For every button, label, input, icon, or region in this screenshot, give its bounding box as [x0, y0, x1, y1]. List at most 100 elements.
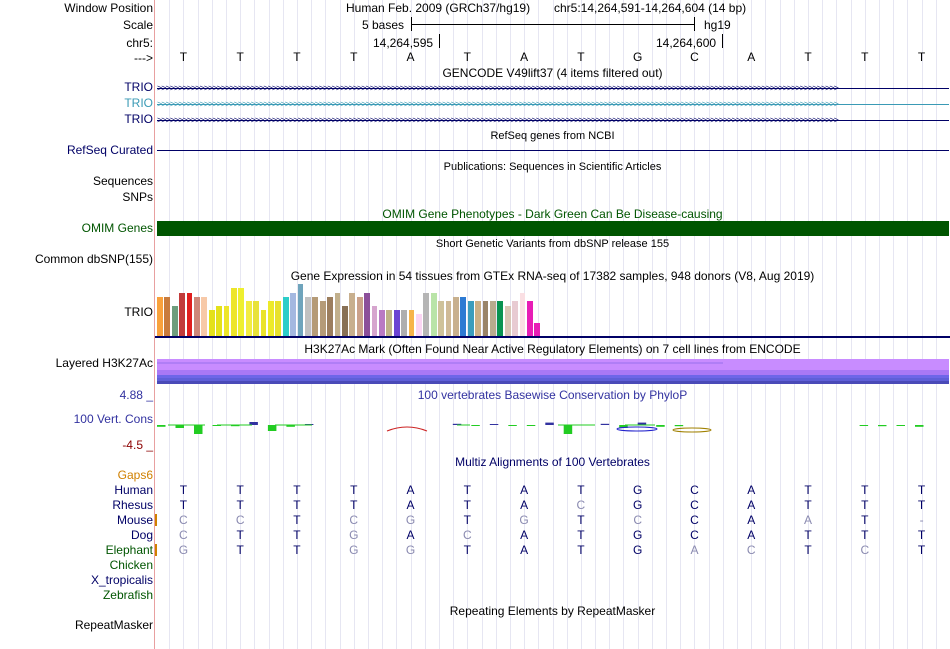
species-human-label[interactable]: Human — [114, 483, 153, 497]
gtex-tissue-bar[interactable] — [297, 284, 304, 336]
gtex-tissue-bar[interactable] — [379, 310, 385, 336]
phylop-track-title[interactable]: 100 vertebrates Basewise Conservation by… — [417, 388, 688, 402]
phylop-label[interactable]: 100 Vert. Cons — [73, 412, 153, 426]
phylop-plot[interactable] — [155, 405, 950, 445]
omim-gene-bar[interactable] — [157, 221, 949, 236]
sequences-label[interactable]: Sequences — [92, 174, 153, 188]
gtex-tissue-bar[interactable] — [453, 297, 459, 336]
gtex-tissue-bar[interactable] — [527, 301, 533, 336]
gtex-tissue-bar[interactable] — [475, 301, 482, 336]
gtex-tissue-bar[interactable] — [305, 297, 311, 336]
gtex-tissue-bar[interactable] — [319, 301, 326, 336]
gtex-tissue-bar[interactable] — [171, 306, 178, 336]
gtex-tissue-bar[interactable] — [231, 288, 237, 336]
gtex-tissue-bar[interactable] — [186, 293, 193, 336]
repeatmasker-label[interactable]: RepeatMasker — [74, 618, 153, 632]
gtex-tissue-bar[interactable] — [438, 301, 445, 336]
gtex-tissue-bar[interactable] — [208, 310, 215, 336]
gtex-tissue-bar[interactable] — [416, 314, 422, 336]
gtex-tissue-bar[interactable] — [157, 297, 163, 336]
gtex-tissue-bar[interactable] — [194, 297, 200, 336]
reference-base: T — [463, 50, 471, 64]
gtex-tissue-bar[interactable] — [512, 301, 519, 336]
refseq-gene-line[interactable] — [157, 150, 949, 151]
publications-track-title[interactable]: Publications: Sequences in Scientific Ar… — [443, 161, 662, 173]
gtex-tissue-bar[interactable] — [342, 306, 348, 336]
alignment-base-elephant: G — [349, 543, 359, 557]
gtex-tissue-bar[interactable] — [275, 301, 282, 336]
common-dbsnp-label[interactable]: Common dbSNP(155) — [34, 252, 153, 266]
gtex-tissue-bar[interactable] — [430, 293, 437, 336]
alignment-base-dog: A — [520, 528, 529, 542]
gtex-tissue-bar[interactable] — [460, 297, 467, 336]
gtex-tissue-bar[interactable] — [482, 301, 489, 336]
gtex-tissue-bar[interactable] — [260, 310, 267, 336]
gtex-tissue-bar[interactable] — [268, 301, 274, 336]
gtex-tissue-bar[interactable] — [497, 301, 504, 336]
species-rhesus-label[interactable]: Rhesus — [112, 498, 153, 512]
gtex-tissue-bar[interactable] — [467, 301, 474, 336]
gtex-tissue-bar[interactable] — [408, 310, 415, 336]
omim-genes-label[interactable]: OMIM Genes — [81, 221, 153, 235]
species-chicken-label[interactable]: Chicken — [109, 558, 153, 572]
gtex-tissue-bar[interactable] — [179, 293, 186, 336]
trio-transcript-2-line[interactable] — [157, 104, 949, 105]
h3k27ac-signal[interactable] — [157, 359, 949, 385]
alignment-base-dog: C — [690, 528, 699, 542]
gtex-tissue-bar[interactable] — [504, 306, 511, 336]
gtex-tissue-bar[interactable] — [238, 288, 245, 336]
species-elephant-label[interactable]: Elephant — [105, 543, 153, 557]
gtex-tissue-bar[interactable] — [356, 297, 363, 336]
alignment-base-rhesus: A — [747, 498, 756, 512]
layered-h3k27ac-label[interactable]: Layered H3K27Ac — [55, 356, 153, 370]
gtex-tissue-bar[interactable] — [223, 306, 230, 336]
snps-label[interactable]: SNPs — [122, 190, 153, 204]
species-xtropicalis-label[interactable]: X_tropicalis — [90, 573, 153, 587]
gtex-tissue-bar[interactable] — [334, 293, 341, 336]
gtex-tissue-bar[interactable] — [393, 310, 400, 336]
trio-gencode-label-2[interactable]: TRIO — [124, 96, 153, 110]
gtex-tissue-bar[interactable] — [201, 297, 208, 336]
species-zebrafish-label[interactable]: Zebrafish — [102, 588, 153, 602]
gtex-tissue-bar[interactable] — [245, 301, 252, 336]
gtex-tissue-bar[interactable] — [290, 293, 297, 336]
gtex-tissue-bar[interactable] — [216, 306, 223, 336]
trio-transcript-3-line[interactable] — [157, 120, 949, 121]
gtex-tissue-bar[interactable] — [423, 293, 430, 336]
trio-gencode-label-3[interactable]: TRIO — [124, 112, 153, 126]
gaps6-label[interactable]: Gaps6 — [117, 468, 153, 482]
gtex-tissue-bar[interactable] — [349, 293, 356, 336]
gtex-trio-label[interactable]: TRIO — [124, 305, 153, 319]
gtex-tissue-bar[interactable] — [401, 310, 408, 336]
phylop-score-bar — [545, 422, 554, 425]
gtex-tissue-bar[interactable] — [519, 293, 526, 336]
gtex-tissue-bar[interactable] — [327, 297, 334, 336]
gtex-tissue-bar[interactable] — [312, 297, 319, 336]
refseq-track-title[interactable]: RefSeq genes from NCBI — [490, 130, 615, 142]
grid-line — [836, 0, 838, 649]
gencode-track-title[interactable]: GENCODE V49lift37 (4 items filtered out) — [442, 66, 663, 80]
gtex-tissue-bar[interactable] — [253, 301, 260, 336]
refseq-curated-label[interactable]: RefSeq Curated — [66, 143, 153, 157]
h3k27ac-track-title[interactable]: H3K27Ac Mark (Often Found Near Active Re… — [304, 342, 801, 356]
dbsnp-track-title[interactable]: Short Genetic Variants from dbSNP releas… — [435, 238, 670, 250]
gtex-tissue-bar[interactable] — [534, 323, 541, 336]
species-mouse-label[interactable]: Mouse — [116, 513, 153, 527]
gtex-tissue-bar[interactable] — [445, 301, 452, 336]
gtex-tissue-bar[interactable] — [164, 297, 171, 336]
gtex-tissue-bar[interactable] — [364, 293, 371, 336]
alignment-base-human: T — [861, 483, 869, 497]
gtex-tissue-bar[interactable] — [371, 306, 378, 336]
trio-transcript-1-line[interactable] — [157, 88, 949, 89]
window-position-value[interactable]: chr5:14,264,591-14,264,604 (14 bp) — [554, 1, 747, 15]
gtex-bar-chart[interactable] — [157, 284, 557, 336]
repeatmasker-track-title[interactable]: Repeating Elements by RepeatMasker — [449, 604, 656, 618]
trio-gencode-label-1[interactable]: TRIO — [124, 80, 153, 94]
omim-track-title[interactable]: OMIM Gene Phenotypes - Dark Green Can Be… — [382, 207, 723, 221]
multiz-track-title[interactable]: Multiz Alignments of 100 Vertebrates — [455, 455, 650, 469]
gtex-tissue-bar[interactable] — [490, 301, 496, 336]
gtex-tissue-bar[interactable] — [386, 310, 393, 336]
gtex-track-title[interactable]: Gene Expression in 54 tissues from GTEx … — [290, 269, 815, 283]
gtex-tissue-bar[interactable] — [282, 297, 289, 336]
species-dog-label[interactable]: Dog — [130, 528, 153, 542]
